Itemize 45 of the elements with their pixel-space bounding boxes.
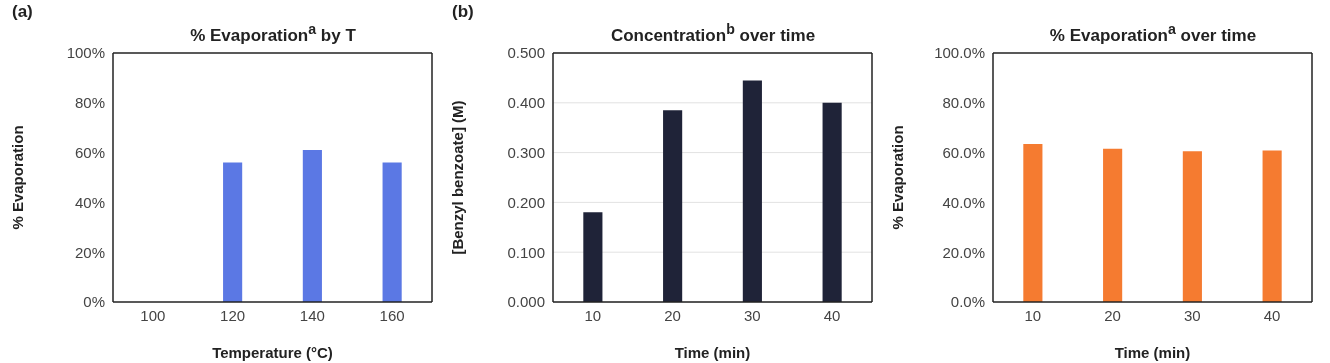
y-tick-label: 0.300 (507, 143, 545, 161)
x-tick-label: 10 (584, 306, 602, 324)
y-tick-label: 40% (74, 193, 105, 211)
bar (663, 110, 683, 302)
y-tick-label: 20% (74, 243, 105, 261)
y-axis-title: % Evaporation (889, 125, 907, 230)
y-tick-label: 100.0% (934, 44, 985, 62)
x-tick-label: 20 (1104, 306, 1121, 324)
y-tick-label: 0.000 (507, 293, 545, 311)
bar (822, 102, 842, 302)
x-tick-label: 30 (1184, 306, 1201, 324)
y-tick-label: 60% (74, 143, 105, 161)
x-tick-label: 160 (379, 306, 405, 324)
y-axis-title: [Benzyl benzoate] (M) (449, 100, 467, 255)
y-tick-label: 80.0% (942, 94, 985, 112)
text: (a) (12, 2, 33, 22)
chart-title: Concentration$^{b}$ over time (610, 21, 816, 45)
x-axis-title: Time (min) (674, 344, 751, 361)
bar (583, 212, 603, 302)
y-axis-title: % Evaporation (9, 125, 27, 230)
x-axis-title: Temperature (°C) (212, 344, 333, 361)
y-tick-label: 60.0% (942, 143, 985, 161)
y-tick-label: 0% (83, 293, 105, 311)
y-tick-label: 0.200 (507, 193, 545, 211)
y-tick-label: 80% (74, 94, 105, 112)
x-tick-label: 120 (220, 306, 246, 324)
x-tick-label: 10 (1024, 306, 1042, 324)
x-tick-label: 20 (664, 306, 681, 324)
bar (742, 80, 762, 302)
chart-title: % Evaporation$^{a}$ by T (190, 21, 356, 45)
x-tick-label: 140 (299, 306, 325, 324)
x-axis-title: Time (min) (1114, 344, 1191, 361)
x-tick-label: 40 (1263, 306, 1281, 324)
x-tick-label: 30 (744, 306, 761, 324)
y-tick-label: 0.400 (507, 94, 545, 112)
y-tick-label: 40.0% (942, 193, 985, 211)
y-tick-label: 0.0% (950, 293, 985, 311)
text: (b) (452, 2, 474, 22)
chart-title: % Evaporation$^{a}$ over time (1048, 20, 1258, 45)
y-tick-label: 0.100 (507, 243, 545, 261)
y-tick-label: 20.0% (942, 243, 985, 261)
x-tick-label: 100 (140, 306, 166, 324)
y-tick-label: 100% (66, 44, 105, 62)
y-tick-label: 0.500 (507, 44, 545, 62)
x-tick-label: 40 (823, 306, 841, 324)
